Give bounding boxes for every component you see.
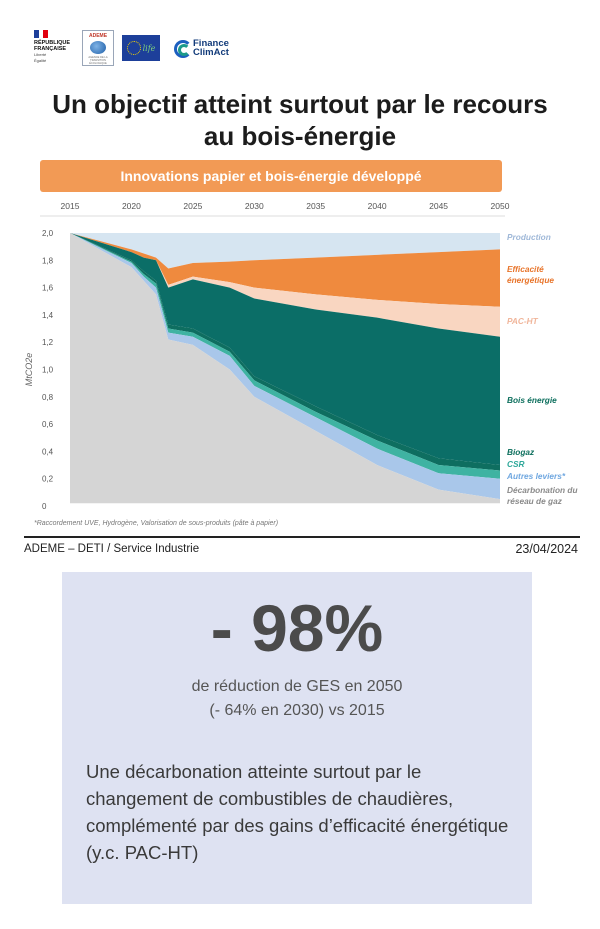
footer-divider <box>24 536 580 538</box>
x-tick-label: 2030 <box>245 201 264 211</box>
legend-label: Bois énergie <box>507 395 557 405</box>
y-tick-label: 0,4 <box>42 447 54 456</box>
republique-francaise-logo: RÉPUBLIQUE FRANÇAISE Liberté Égalité <box>34 30 74 66</box>
chart-banner-text: Innovations papier et bois-énergie dével… <box>120 168 421 184</box>
x-tick-label: 2015 <box>61 201 80 211</box>
y-tick-label: 0,2 <box>42 475 54 484</box>
x-tick-label: 2035 <box>306 201 325 211</box>
area-pac-ht <box>70 233 500 337</box>
x-tick-label: 2025 <box>183 201 202 211</box>
french-flag-icon <box>34 30 49 38</box>
y-tick-label: 2,0 <box>42 229 54 238</box>
y-tick-label: 0,8 <box>42 393 54 402</box>
globe-icon <box>90 41 106 54</box>
area-bois-nergie <box>70 233 500 466</box>
x-tick-label: 2045 <box>429 201 448 211</box>
title-line-1: Un objectif atteint surtout par le recou… <box>52 89 548 119</box>
title-line-2: au bois-énergie <box>203 121 397 151</box>
reduction-caption-2: (- 64% en 2030) vs 2015 <box>209 702 385 719</box>
eu-stars-icon <box>126 41 141 55</box>
legend-label: Production <box>507 232 551 242</box>
y-tick-label: 0 <box>42 502 47 511</box>
footer-date: 23/04/2024 <box>515 542 578 556</box>
legend-label: PAC-HT <box>507 316 539 326</box>
chart-footnote: *Raccordement UVE, Hydrogène, Valorisati… <box>34 520 278 527</box>
eu-life-logo: life <box>122 35 160 61</box>
y-tick-label: 0,6 <box>42 420 54 429</box>
life-logo-text: life <box>142 43 156 53</box>
emissions-area-chart: Innovations papier et bois-énergie dével… <box>24 160 578 527</box>
area-d-carbonation-du-r-seau-de-gaz <box>70 233 500 504</box>
y-tick-label: 1,2 <box>42 338 54 347</box>
area-efficacit-nerg-tique <box>70 233 500 307</box>
ademe-logo-text: ADEME <box>88 33 108 39</box>
page-title: Un objectif atteint surtout par le recou… <box>0 88 600 152</box>
reduction-percentage: - 98% <box>210 591 384 665</box>
y-tick-label: 1,8 <box>42 256 54 265</box>
callout-body-text: Une décarbonation atteinte surtout par l… <box>86 761 509 863</box>
legend-label: CSR <box>507 459 525 469</box>
ademe-logo: ADEME AGENCE DE LA TRANSITION ÉCOLOGIQUE <box>82 30 114 66</box>
y-tick-label: 1,4 <box>42 311 54 320</box>
legend-label: Biogaz <box>507 447 535 457</box>
logo-row: RÉPUBLIQUE FRANÇAISE Liberté Égalité ADE… <box>34 28 229 68</box>
ademe-logo-subtext: AGENCE DE LA TRANSITION ÉCOLOGIQUE <box>88 56 108 65</box>
reduction-caption-1: de réduction de GES en 2050 <box>191 678 403 695</box>
legend-label: Décarbonation du réseau de gaz <box>507 485 578 506</box>
finance-climact-logo: Finance ClimAct <box>174 38 229 58</box>
fca-line-2: ClimAct <box>193 47 229 58</box>
x-tick-label: 2050 <box>491 201 510 211</box>
y-tick-label: 1,6 <box>42 284 54 293</box>
rf-motto-1: Liberté <box>34 52 47 57</box>
y-tick-label: 1,0 <box>42 366 54 375</box>
rf-line-2: FRANÇAISE <box>34 46 67 52</box>
y-axis-label: MtCO2e <box>24 353 34 387</box>
footer-source: ADEME – DETI / Service Industrie <box>24 543 200 555</box>
finance-climact-mark-icon <box>174 38 192 58</box>
legend-label: Autres leviers* <box>506 471 566 481</box>
x-tick-label: 2040 <box>368 201 387 211</box>
area-production <box>70 233 500 269</box>
fca-line-1: Finance <box>193 38 229 49</box>
rf-motto-2: Égalité <box>34 57 47 63</box>
rf-line-1: RÉPUBLIQUE <box>34 40 71 46</box>
legend-label: Efficacité énergétique <box>507 264 554 285</box>
x-tick-label: 2020 <box>122 201 141 211</box>
chart-banner <box>40 160 502 192</box>
callout-panel: - 98% de réduction de GES en 2050 (- 64%… <box>62 572 532 904</box>
